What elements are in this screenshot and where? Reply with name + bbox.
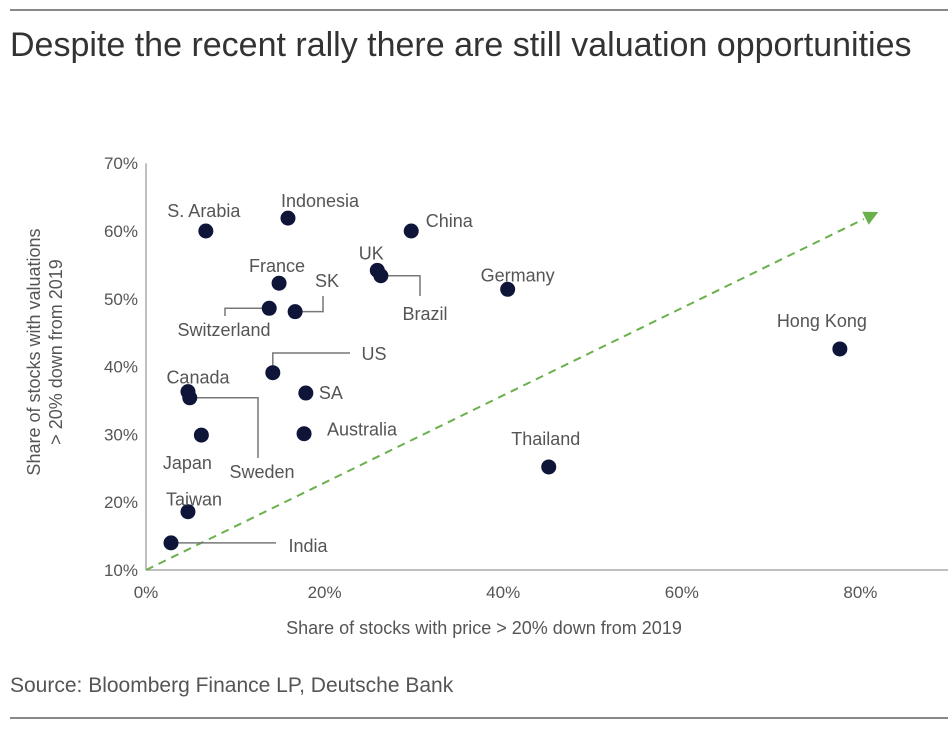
- point-label: China: [426, 211, 474, 231]
- data-point: [163, 535, 179, 551]
- y-tick-label: 50%: [104, 290, 138, 309]
- point-label: Hong Kong: [777, 311, 867, 331]
- point-label: SK: [315, 271, 339, 291]
- data-point: [280, 210, 296, 226]
- point-label: Australia: [327, 420, 398, 440]
- x-tick-label: 60%: [665, 583, 699, 602]
- point-label: US: [361, 344, 386, 364]
- point-label: UK: [359, 243, 384, 263]
- y-tick-label: 70%: [104, 154, 138, 173]
- data-point: [198, 223, 214, 239]
- y-tick-label: 30%: [104, 425, 138, 444]
- data-point: [373, 268, 389, 284]
- y-axis-label-line: Share of stocks with valuations: [24, 228, 44, 475]
- data-point: [403, 223, 419, 239]
- trend-line: [145, 218, 865, 571]
- data-point: [261, 300, 277, 316]
- data-point: [287, 304, 303, 320]
- point-label: Brazil: [402, 304, 447, 324]
- point-label: SA: [319, 383, 343, 403]
- point-label: Switzerland: [177, 320, 270, 340]
- leader-line: [224, 307, 263, 316]
- data-point: [193, 427, 209, 443]
- chart-title: Despite the recent rally there are still…: [10, 26, 912, 64]
- trend-arrowhead: [862, 211, 879, 225]
- point-label: Japan: [163, 453, 212, 473]
- y-tick-label: 10%: [104, 561, 138, 580]
- point-label: France: [249, 256, 305, 276]
- x-tick-label: 40%: [486, 583, 520, 602]
- x-tick-label: 20%: [308, 583, 342, 602]
- data-point: [500, 281, 516, 297]
- x-axis-label: Share of stocks with price > 20% down fr…: [286, 618, 682, 638]
- point-label: Canada: [166, 368, 230, 388]
- data-point: [541, 459, 557, 475]
- data-point: [265, 365, 281, 381]
- top-rule: [10, 9, 948, 11]
- data-point: [182, 390, 198, 406]
- data-point: [296, 426, 312, 442]
- data-point: [298, 385, 314, 401]
- y-tick-label: 60%: [104, 222, 138, 241]
- point-label: Sweden: [229, 462, 294, 482]
- y-axis-label-line: > 20% down from 2019: [46, 259, 66, 445]
- leader-line: [196, 397, 259, 458]
- data-point: [832, 341, 848, 357]
- source-note: Source: Bloomberg Finance LP, Deutsche B…: [10, 674, 454, 697]
- data-point: [180, 504, 196, 520]
- point-label: S. Arabia: [167, 201, 241, 221]
- bottom-rule: [10, 717, 948, 719]
- leader-line: [272, 352, 350, 366]
- data-point: [271, 275, 287, 291]
- point-label: India: [288, 536, 328, 556]
- point-label: Taiwan: [166, 490, 222, 510]
- x-tick-label: 80%: [843, 583, 877, 602]
- y-axis-label: Share of stocks with valuations > 20% dow…: [24, 228, 66, 475]
- leader-line: [302, 296, 324, 313]
- leader-line: [387, 274, 421, 296]
- point-label: Thailand: [511, 429, 580, 449]
- x-tick-label: 0%: [134, 583, 159, 602]
- point-label: Indonesia: [281, 191, 360, 211]
- y-tick-label: 20%: [104, 493, 138, 512]
- point-label: Germany: [481, 265, 555, 285]
- y-tick-label: 40%: [104, 358, 138, 377]
